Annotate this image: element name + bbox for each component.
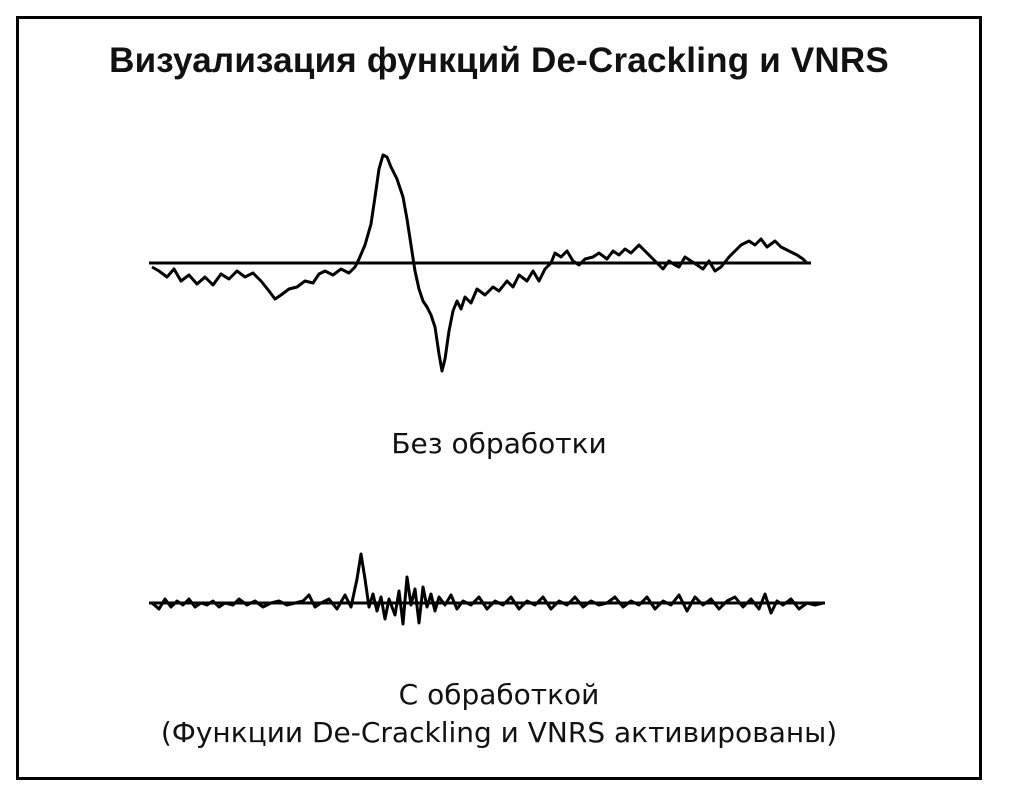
figure-title: Визуализация функций De-Crackling и VNRS [109,41,889,80]
waveform-unprocessed [151,153,809,373]
caption-processed-line-2: (Функции De-Crackling и VNRS активирован… [160,716,838,749]
caption-unprocessed-line: Без обработки [391,427,607,460]
waveform-canvas [149,153,825,626]
caption-processed-line-1: С обработкой [398,678,600,711]
caption-processed: С обработкой (Функции De-Crackling и VNR… [19,676,979,752]
caption-unprocessed: Без обработки [19,425,979,463]
figure-frame: Визуализация функций De-Crackling и VNRS… [16,16,982,780]
waveform-processed [151,552,824,626]
